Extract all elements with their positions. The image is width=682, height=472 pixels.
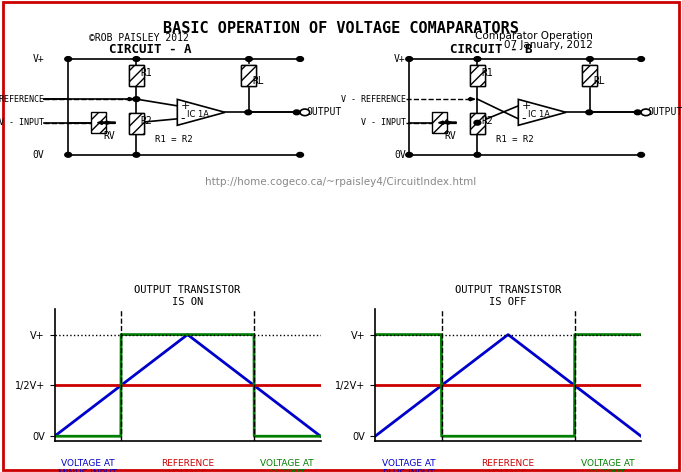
Text: VOLTAGE AT
OUTPUT: VOLTAGE AT OUTPUT xyxy=(261,459,314,472)
Text: VOLTAGE AT
OUTPUT: VOLTAGE AT OUTPUT xyxy=(581,459,635,472)
Text: IC 1A: IC 1A xyxy=(187,110,209,119)
Text: BASIC OPERATION OF VOLTAGE COMAPARATORS: BASIC OPERATION OF VOLTAGE COMAPARATORS xyxy=(163,21,519,36)
Text: OUTPUT: OUTPUT xyxy=(307,107,342,118)
Text: CIRCUIT - A: CIRCUIT - A xyxy=(109,43,191,56)
Text: OUTPUT: OUTPUT xyxy=(648,107,682,118)
Text: R1: R1 xyxy=(481,68,493,78)
Text: REFERENCE
VOLTAGE: REFERENCE VOLTAGE xyxy=(481,459,535,472)
Text: V - REFERENCE: V - REFERENCE xyxy=(0,94,44,104)
Text: V - REFERENCE: V - REFERENCE xyxy=(341,94,406,104)
Text: 0V: 0V xyxy=(33,150,44,160)
Text: VOLTAGE AT
MINUS INPUT: VOLTAGE AT MINUS INPUT xyxy=(59,459,117,472)
Text: -: - xyxy=(522,112,527,126)
Text: RL: RL xyxy=(593,76,605,86)
Text: ©ROB PAISLEY 2012: ©ROB PAISLEY 2012 xyxy=(89,33,188,43)
Text: 0V: 0V xyxy=(394,150,406,160)
Text: +: + xyxy=(181,101,190,111)
Text: R1 = R2: R1 = R2 xyxy=(155,135,193,144)
Text: IC 1A: IC 1A xyxy=(528,110,550,119)
Text: http://home.cogeco.ca/~rpaisley4/CircuitIndex.html: http://home.cogeco.ca/~rpaisley4/Circuit… xyxy=(205,177,477,187)
Text: V+: V+ xyxy=(33,54,44,64)
Text: V - INPUT: V - INPUT xyxy=(361,118,406,127)
Text: RL: RL xyxy=(252,76,264,86)
Text: R2: R2 xyxy=(481,116,493,126)
Text: R1: R1 xyxy=(140,68,152,78)
Text: V+: V+ xyxy=(394,54,406,64)
Text: -: - xyxy=(181,112,186,126)
Text: REFERENCE
VOLTAGE: REFERENCE VOLTAGE xyxy=(161,459,214,472)
Text: VOLTAGE AT
PLUS INPUT: VOLTAGE AT PLUS INPUT xyxy=(381,459,435,472)
Text: RV: RV xyxy=(103,131,115,141)
Text: 07 January, 2012: 07 January, 2012 xyxy=(505,40,593,50)
Title: OUTPUT TRANSISTOR
IS ON: OUTPUT TRANSISTOR IS ON xyxy=(134,286,241,307)
Text: V - INPUT: V - INPUT xyxy=(0,118,44,127)
Text: RV: RV xyxy=(444,131,456,141)
Text: R1 = R2: R1 = R2 xyxy=(496,135,534,144)
Text: R2: R2 xyxy=(140,116,152,126)
Text: Comparator Operation: Comparator Operation xyxy=(475,31,593,41)
Text: CIRCUIT - B: CIRCUIT - B xyxy=(450,43,532,56)
Text: +: + xyxy=(522,101,531,111)
Title: OUTPUT TRANSISTOR
IS OFF: OUTPUT TRANSISTOR IS OFF xyxy=(455,286,561,307)
